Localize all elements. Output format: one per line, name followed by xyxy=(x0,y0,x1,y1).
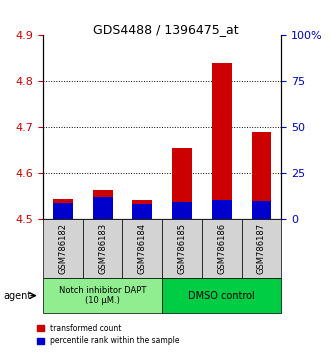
Legend: transformed count, percentile rank within the sample: transformed count, percentile rank withi… xyxy=(34,320,183,348)
Text: GSM786184: GSM786184 xyxy=(138,223,147,274)
Text: DMSO control: DMSO control xyxy=(188,291,255,301)
Bar xyxy=(252,132,271,219)
Text: GSM786185: GSM786185 xyxy=(177,223,187,274)
Bar xyxy=(252,201,271,219)
Text: GSM786182: GSM786182 xyxy=(58,223,68,274)
Text: GSM786186: GSM786186 xyxy=(217,223,226,274)
Bar xyxy=(212,63,232,219)
Bar xyxy=(53,199,73,219)
Bar xyxy=(132,200,152,219)
Bar xyxy=(93,198,113,219)
Text: agent: agent xyxy=(3,291,31,301)
Bar xyxy=(93,189,113,219)
Text: GDS4488 / 1396475_at: GDS4488 / 1396475_at xyxy=(93,23,238,36)
Bar xyxy=(172,148,192,219)
Bar xyxy=(212,200,232,219)
Text: GSM786187: GSM786187 xyxy=(257,223,266,274)
Bar xyxy=(172,202,192,219)
Text: GSM786183: GSM786183 xyxy=(98,223,107,274)
Text: Notch inhibitor DAPT
(10 μM.): Notch inhibitor DAPT (10 μM.) xyxy=(59,286,146,305)
Bar xyxy=(53,203,73,219)
Bar xyxy=(132,204,152,219)
